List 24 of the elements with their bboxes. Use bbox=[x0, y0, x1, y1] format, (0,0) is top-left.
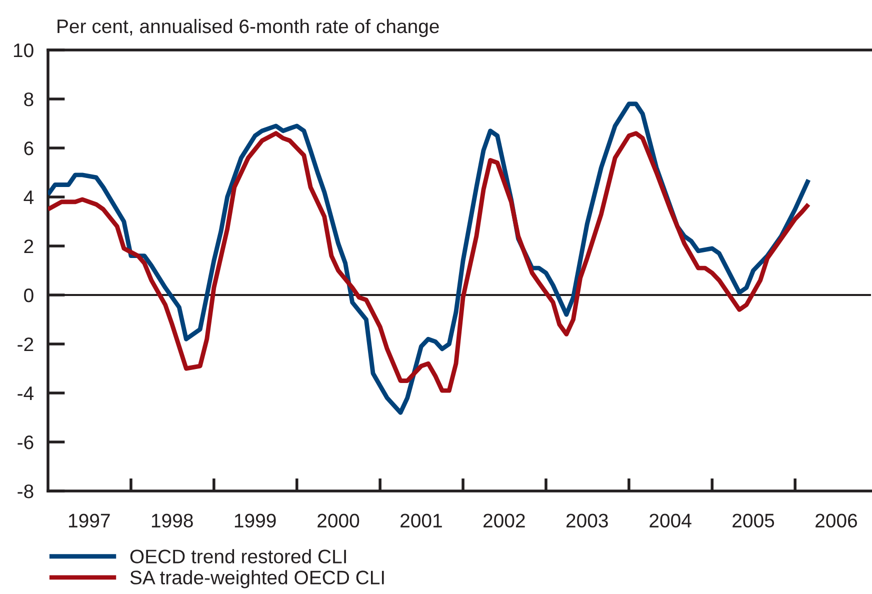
x-tick-label: 1998 bbox=[152, 514, 193, 528]
y-tick-label: 4 bbox=[24, 190, 34, 204]
x-tick-label: 1997 bbox=[68, 514, 110, 528]
line-series bbox=[48, 131, 811, 393]
x-tick-label: 2005 bbox=[732, 514, 774, 528]
x-tick-label: 2003 bbox=[566, 514, 608, 528]
y-tick-label: 0 bbox=[24, 288, 34, 302]
legend-label: SA trade-weighted OECD CLI bbox=[130, 570, 384, 588]
y-axis-title: Per cent, annualised 6-month rate of change bbox=[58, 18, 439, 38]
x-tick-label: 2004 bbox=[650, 514, 692, 528]
y-tick-label: -8 bbox=[18, 484, 34, 498]
y-tick-label: -6 bbox=[18, 435, 34, 450]
legend-label: OECD trend restored CLI bbox=[130, 549, 346, 564]
y-tick-label: 6 bbox=[24, 141, 34, 156]
y-tick-label: -2 bbox=[18, 337, 34, 352]
x-tick-label: 2001 bbox=[400, 514, 442, 528]
x-tick-label: 2002 bbox=[484, 514, 525, 528]
x-tick-label: 2006 bbox=[816, 514, 857, 528]
x-tick-label: 2000 bbox=[318, 514, 360, 528]
x-tick-label: 1999 bbox=[234, 514, 276, 528]
y-tick-label: 2 bbox=[24, 239, 34, 254]
y-tick-label: 10 bbox=[14, 43, 34, 58]
y-tick-label: 8 bbox=[24, 92, 34, 106]
y-tick-label: -4 bbox=[18, 386, 34, 400]
